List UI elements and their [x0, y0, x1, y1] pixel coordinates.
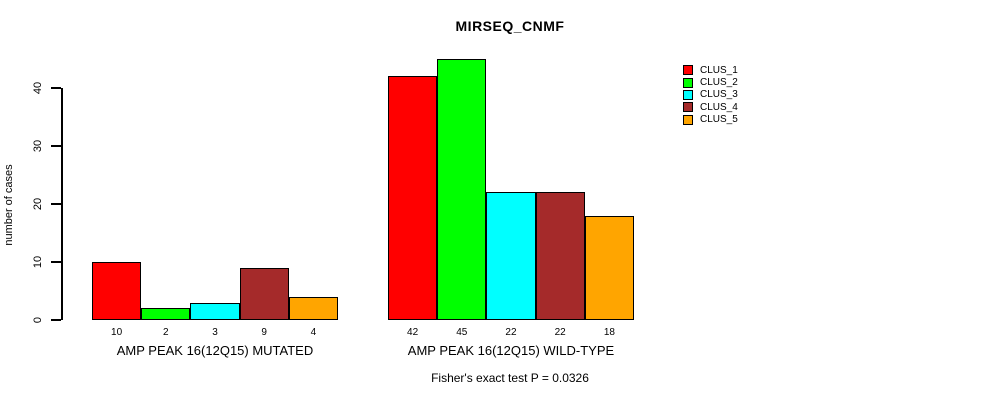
bar-value-label: 42 [407, 327, 419, 338]
bar-value-label: 2 [163, 327, 169, 338]
bar-clus_1-group1 [388, 76, 438, 320]
y-tick-mark [51, 261, 61, 263]
y-tick-mark [51, 87, 61, 89]
legend-swatch-icon [683, 65, 693, 76]
y-axis-label: number of cases [3, 164, 15, 246]
legend-row: CLUS_1 [683, 64, 738, 76]
legend-swatch-icon [683, 102, 693, 113]
bar-clus_4-group1 [535, 192, 585, 320]
bar-value-label: 22 [554, 327, 566, 338]
legend-swatch-icon [683, 89, 693, 100]
annotation-text: Fisher's exact test P = 0.0326 [431, 371, 589, 385]
y-tick-label: 20 [32, 197, 44, 211]
y-tick-label: 10 [32, 255, 44, 269]
y-tick-label: 0 [32, 316, 44, 324]
bar-clus_1-group0 [92, 262, 142, 320]
bar-clus_3-group0 [190, 302, 240, 320]
legend-swatch-icon [683, 114, 693, 125]
bar-clus_2-group0 [141, 308, 191, 320]
legend-row: CLUS_5 [683, 114, 738, 126]
bar-value-label: 4 [310, 327, 317, 338]
legend-label: CLUS_4 [700, 101, 738, 113]
legend-row: CLUS_4 [683, 101, 738, 113]
bar-clus_5-group1 [584, 215, 634, 320]
bar-value-label: 9 [261, 327, 267, 338]
y-tick-mark [51, 319, 61, 321]
y-tick-label: 40 [32, 81, 44, 95]
group-label-wildtype: AMP PEAK 16(12Q15) WILD-TYPE [407, 343, 615, 358]
legend-swatch-icon [683, 77, 693, 88]
bar-clus_4-group0 [239, 267, 289, 320]
bar-value-label: 22 [505, 327, 517, 338]
y-tick-label: 30 [32, 139, 44, 153]
legend-row: CLUS_2 [683, 76, 738, 88]
bar-value-label: 45 [456, 327, 468, 338]
bar-value-label: 18 [603, 327, 615, 338]
y-axis-line [61, 88, 63, 320]
y-tick-mark [51, 203, 61, 205]
group-label-mutated: AMP PEAK 16(12Q15) MUTATED [116, 343, 314, 358]
bar-clus_5-group0 [288, 296, 338, 320]
legend: CLUS_1 CLUS_2 CLUS_3 CLUS_4 CLUS_5 [683, 64, 738, 126]
chart-title: MIRSEQ_CNMF [455, 18, 565, 34]
legend-label: CLUS_1 [700, 64, 738, 76]
legend-label: CLUS_3 [700, 89, 738, 101]
bar-clus_2-group1 [437, 59, 487, 320]
legend-label: CLUS_5 [700, 114, 738, 126]
bar-clus_3-group1 [486, 192, 536, 320]
legend-row: CLUS_3 [683, 89, 738, 101]
bar-value-label: 3 [212, 327, 218, 338]
y-tick-mark [51, 145, 61, 147]
legend-label: CLUS_2 [700, 77, 738, 89]
bar-value-label: 10 [111, 327, 123, 338]
